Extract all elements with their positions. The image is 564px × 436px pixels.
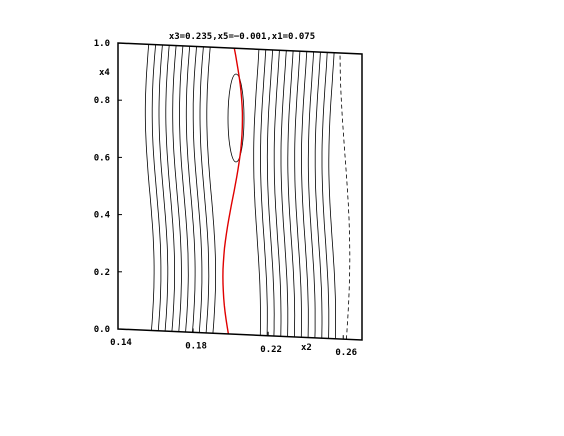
y-tick-label: 0.0 <box>94 325 110 335</box>
contour-line <box>172 45 182 332</box>
contour-line <box>266 49 275 337</box>
contour-loop <box>227 73 245 163</box>
x-axis-label: x2 <box>301 343 312 353</box>
contour-line <box>253 49 261 336</box>
chart-title: x3=0.235,x5=−0.001,x1=0.075 <box>169 32 315 42</box>
contour-line <box>151 44 162 331</box>
contour-line <box>179 45 189 333</box>
x-tick-label: 0.22 <box>260 345 282 355</box>
contour-line <box>158 44 169 332</box>
contour-line <box>206 47 216 334</box>
highlighted-contour <box>222 48 244 335</box>
plot-frame <box>117 42 363 341</box>
contour-line <box>294 51 302 338</box>
contour-line <box>260 49 268 336</box>
y-tick-label: 0.4 <box>94 211 111 221</box>
contour-line <box>301 51 309 338</box>
contour-line <box>321 52 330 339</box>
contour-line-negative <box>339 52 351 340</box>
y-tick-label: 0.8 <box>94 96 110 106</box>
contour-line <box>192 46 203 333</box>
contour-line <box>287 50 296 338</box>
x-tick-label: 0.18 <box>185 341 207 351</box>
contour-line <box>199 46 210 334</box>
contour-line <box>273 50 282 337</box>
x-tick-label: 0.26 <box>335 348 357 358</box>
contour-lines <box>144 44 351 340</box>
contour-line <box>314 52 323 339</box>
contour-line <box>165 45 175 332</box>
y-tick-label: 0.6 <box>94 153 110 163</box>
y-tick-label: 0.2 <box>94 268 110 278</box>
contour-line <box>280 50 289 337</box>
contour-line <box>307 51 316 338</box>
axis-ticks: 0.14 0.18 0.22 0.26 0.0 0.2 0.4 0.6 0.8 1.0 <box>94 39 357 358</box>
frame-border <box>117 42 363 341</box>
contour-line <box>328 52 336 339</box>
contour-line <box>185 46 196 333</box>
y-tick-label: 1.0 <box>94 39 110 49</box>
contour-line <box>144 44 155 331</box>
y-axis-label: x4 <box>99 68 110 78</box>
x-tick-label: 0.14 <box>110 338 132 348</box>
